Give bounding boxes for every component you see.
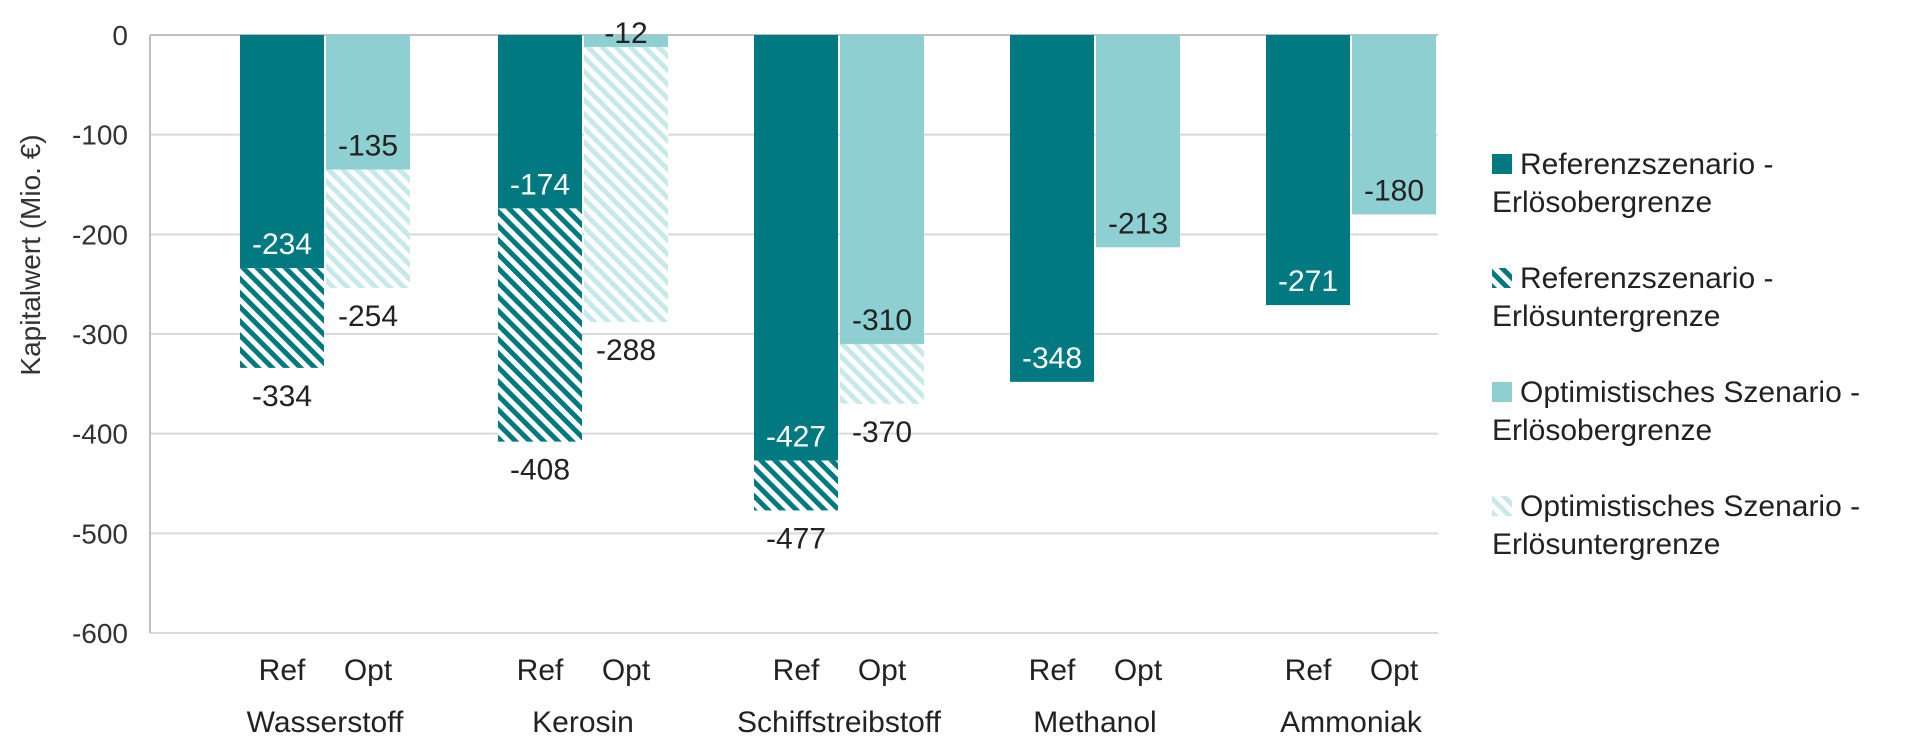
- data-labels: -334-234-254-135-408-174-288-12-477-427-…: [252, 17, 1424, 555]
- legend-item-ref_upper: Referenzszenario - Erlösobergrenze: [1492, 148, 1773, 219]
- data-label-upper: -234: [252, 228, 312, 261]
- legend-label-line: Referenzszenario -: [1520, 262, 1773, 295]
- x-sub-label-ref: Ref: [773, 654, 820, 687]
- x-group-label: Methanol: [1033, 706, 1156, 739]
- data-label-lower: -334: [252, 380, 312, 413]
- legend-label-line: Referenzszenario -: [1520, 148, 1773, 181]
- x-group-label: Ammoniak: [1280, 706, 1423, 739]
- bar-ammoniak-opt-upper: [1352, 35, 1436, 215]
- data-label-upper: -174: [510, 168, 570, 201]
- data-label-lower: -370: [852, 416, 912, 449]
- bar-methanol-opt-upper: [1096, 35, 1180, 248]
- legend-swatch: [1492, 154, 1512, 174]
- bar-wasserstoff-ref-lower: [240, 268, 324, 368]
- bar-kerosin-ref-upper: [498, 35, 582, 209]
- bar-wasserstoff-ref-upper: [240, 35, 324, 269]
- bar-schiffstreibstoff-opt-lower: [840, 343, 924, 404]
- legend-swatch: [1492, 268, 1512, 288]
- data-label-upper: -213: [1108, 207, 1168, 240]
- x-sub-label-opt: Opt: [1370, 654, 1419, 687]
- y-tick-label: 0: [112, 20, 128, 51]
- legend-swatch: [1492, 382, 1512, 402]
- bar-wasserstoff-opt-upper: [326, 35, 410, 170]
- data-label-lower: -288: [596, 334, 656, 367]
- legend-label-line: Erlösuntergrenze: [1492, 300, 1720, 333]
- data-label-upper: -135: [338, 130, 398, 163]
- x-sub-label-ref: Ref: [259, 654, 306, 687]
- data-label-upper: -427: [766, 421, 826, 454]
- data-label-lower: -408: [510, 454, 570, 487]
- legend-item-opt_lower: Optimistisches Szenario - Erlösuntergrenz…: [1492, 490, 1860, 561]
- x-group-label: Kerosin: [532, 706, 634, 739]
- legend-label-line: Erlösuntergrenze: [1492, 528, 1720, 561]
- x-sub-label-ref: Ref: [517, 654, 564, 687]
- legend-label-line: Optimistisches Szenario -: [1520, 376, 1860, 409]
- legend-swatch: [1492, 496, 1512, 516]
- x-group-label: Wasserstoff: [247, 706, 404, 739]
- x-sub-label-opt: Opt: [602, 654, 651, 687]
- data-label-upper: -271: [1278, 265, 1338, 298]
- x-sub-label-ref: Ref: [1029, 654, 1076, 687]
- data-label-upper: -310: [852, 304, 912, 337]
- axes: 0 -100 -200 -300 -400 -500 -600 Kapitalwert (Mi…: [15, 20, 1438, 739]
- data-label-upper: -12: [604, 17, 647, 50]
- x-sub-label-opt: Opt: [1114, 654, 1163, 687]
- x-sub-label-opt: Opt: [344, 654, 393, 687]
- legend-item-opt_upper: Optimistisches Szenario - Erlösobergrenze: [1492, 376, 1860, 447]
- data-label-lower: -477: [766, 522, 826, 555]
- bar-kerosin-opt-lower: [584, 46, 668, 323]
- y-tick-label: -500: [72, 518, 128, 549]
- bar-schiffstreibstoff-opt-upper: [840, 35, 924, 344]
- bar-kerosin-opt-upper: [584, 35, 668, 47]
- bar-schiffstreibstoff-ref-lower: [754, 460, 838, 511]
- legend-item-ref_lower: Referenzszenario - Erlösuntergrenze: [1492, 262, 1773, 333]
- data-label-upper: -180: [1364, 174, 1424, 207]
- bar-schiffstreibstoff-ref-upper: [754, 35, 838, 461]
- legend-label-line: Optimistisches Szenario -: [1520, 490, 1860, 523]
- y-axis-title: Kapitalwert (Mio. €): [15, 134, 46, 375]
- data-label-upper: -348: [1022, 342, 1082, 375]
- bar-kerosin-ref-lower: [498, 208, 582, 442]
- x-group-label: Schiffstreibstoff: [737, 706, 942, 739]
- bar-ammoniak-ref-upper: [1266, 35, 1350, 306]
- y-tick-label: -300: [72, 319, 128, 350]
- data-label-lower: -254: [338, 300, 398, 333]
- y-tick-label: -200: [72, 219, 128, 250]
- legend-label-line: Erlösobergrenze: [1492, 414, 1712, 447]
- y-tick-label: -100: [72, 120, 128, 151]
- x-sub-label-ref: Ref: [1285, 654, 1332, 687]
- bar-methanol-ref-upper: [1010, 35, 1094, 382]
- x-sub-label-opt: Opt: [858, 654, 907, 687]
- bar-wasserstoff-opt-lower: [326, 169, 410, 289]
- y-tick-label: -400: [72, 419, 128, 450]
- legend-label-line: Erlösobergrenze: [1492, 186, 1712, 219]
- bars: [240, 35, 1436, 511]
- legend: Referenzszenario -ErlösobergrenzeReferen…: [1492, 148, 1860, 561]
- y-tick-label: -600: [72, 618, 128, 649]
